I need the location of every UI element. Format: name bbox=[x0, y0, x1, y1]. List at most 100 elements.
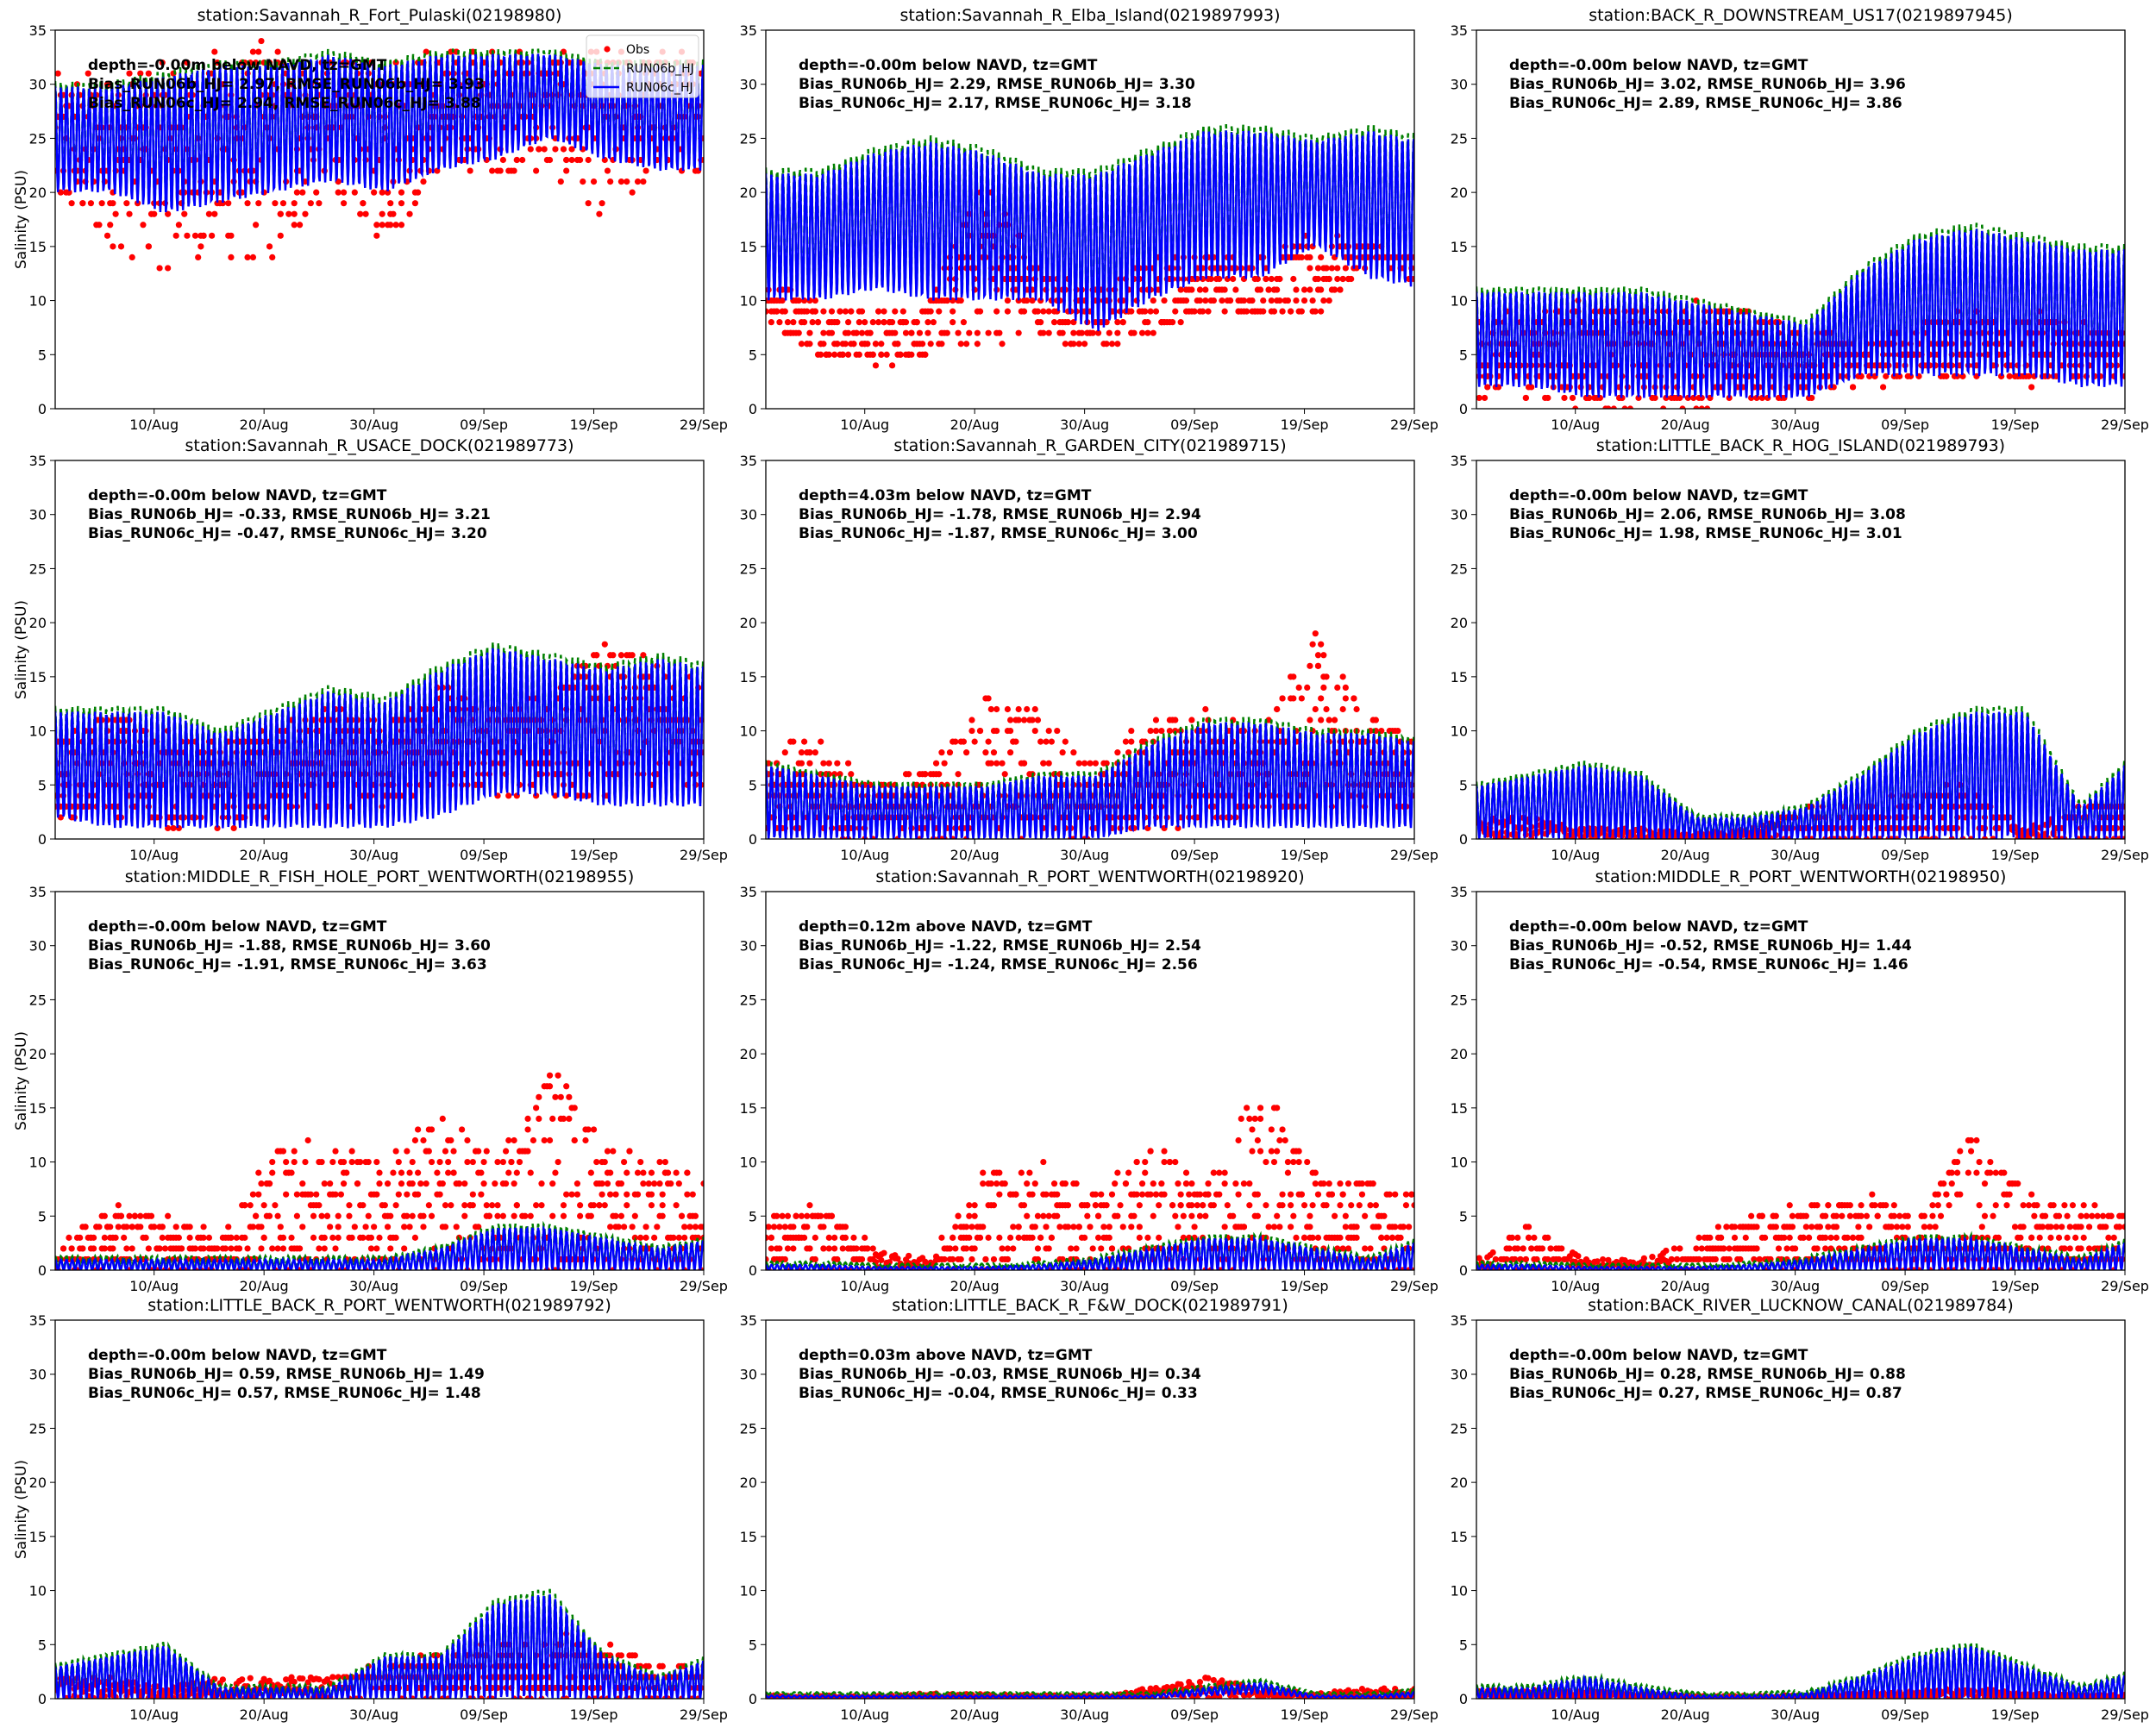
obs-point bbox=[1016, 717, 1022, 723]
panel-depth-text: depth=-0.00m below NAVD, tz=GMT bbox=[799, 57, 1098, 74]
obs-point bbox=[568, 157, 574, 163]
obs-point bbox=[2128, 330, 2134, 336]
obs-point bbox=[1211, 297, 1217, 304]
obs-point bbox=[1049, 739, 1055, 745]
obs-point bbox=[341, 200, 347, 206]
obs-point bbox=[475, 1148, 481, 1154]
obs-point bbox=[390, 211, 396, 217]
panel-depth-text: depth=4.03m below NAVD, tz=GMT bbox=[799, 487, 1092, 504]
obs-point bbox=[1142, 309, 1148, 315]
obs-point bbox=[1046, 728, 1052, 734]
obs-point bbox=[1326, 276, 1332, 282]
obs-point bbox=[1340, 673, 1346, 679]
obs-point bbox=[176, 1235, 182, 1241]
obs-point bbox=[1570, 395, 1576, 401]
obs-point bbox=[1850, 384, 1856, 390]
obs-point bbox=[547, 157, 553, 163]
obs-point bbox=[972, 739, 978, 745]
obs-point bbox=[607, 1224, 613, 1230]
obs-point bbox=[234, 1235, 240, 1241]
obs-point bbox=[480, 1180, 486, 1186]
obs-point bbox=[110, 1245, 116, 1251]
x-tick-label: 20/Aug bbox=[240, 416, 289, 433]
obs-point bbox=[1202, 297, 1208, 304]
obs-point bbox=[988, 761, 994, 767]
obs-point bbox=[834, 319, 840, 325]
obs-point bbox=[272, 1202, 278, 1208]
obs-point bbox=[806, 330, 812, 336]
obs-point bbox=[91, 1245, 97, 1251]
obs-point bbox=[524, 1116, 530, 1122]
obs-point bbox=[302, 211, 308, 217]
obs-point bbox=[442, 1202, 448, 1208]
obs-point bbox=[1183, 297, 1189, 304]
obs-point bbox=[335, 1224, 342, 1230]
y-tick-label: 35 bbox=[1451, 453, 1468, 469]
obs-point bbox=[931, 319, 937, 325]
obs-point bbox=[1205, 309, 1211, 315]
obs-point bbox=[162, 1245, 168, 1251]
obs-point bbox=[2125, 352, 2131, 358]
obs-point bbox=[1353, 706, 1359, 712]
obs-point bbox=[91, 1235, 97, 1241]
obs-point bbox=[368, 1235, 374, 1241]
obs-point bbox=[799, 341, 805, 347]
obs-point bbox=[1079, 330, 1085, 336]
obs-point bbox=[275, 48, 281, 54]
y-tick-label: 15 bbox=[1451, 669, 1468, 686]
obs-point bbox=[324, 1213, 330, 1219]
obs-point bbox=[346, 1213, 352, 1219]
obs-point bbox=[316, 200, 322, 206]
obs-point bbox=[602, 1202, 608, 1208]
obs-point bbox=[704, 761, 710, 767]
y-tick-label: 0 bbox=[38, 831, 47, 848]
obs-point bbox=[415, 1192, 421, 1198]
obs-point bbox=[924, 330, 931, 336]
obs-point bbox=[1167, 728, 1173, 734]
obs-point bbox=[1288, 309, 1294, 315]
obs-point bbox=[478, 1192, 484, 1198]
obs-point bbox=[561, 1213, 567, 1219]
obs-point bbox=[605, 167, 611, 173]
obs-point bbox=[549, 1116, 555, 1122]
obs-point bbox=[291, 211, 298, 217]
obs-point bbox=[914, 319, 920, 325]
obs-point bbox=[1005, 706, 1011, 712]
obs-point bbox=[898, 352, 904, 358]
panel-stat-b-text: Bias_RUN06b_HJ= -0.33, RMSE_RUN06b_HJ= 3… bbox=[88, 506, 491, 523]
obs-point bbox=[454, 1224, 460, 1230]
obs-point bbox=[549, 1213, 555, 1219]
obs-point bbox=[829, 330, 835, 336]
obs-point bbox=[305, 1137, 311, 1143]
obs-point bbox=[118, 1213, 124, 1219]
obs-point bbox=[294, 1213, 300, 1219]
obs-point bbox=[843, 341, 849, 347]
obs-point bbox=[69, 200, 75, 206]
obs-point bbox=[1269, 297, 1275, 304]
obs-point bbox=[1051, 319, 1057, 325]
obs-point bbox=[1070, 341, 1076, 347]
run06c-line bbox=[1476, 229, 2131, 398]
obs-point bbox=[456, 1180, 462, 1186]
obs-point bbox=[892, 330, 898, 336]
obs-point bbox=[649, 1192, 655, 1198]
panel-title: station:Savannah_R_GARDEN_CITY(021989715… bbox=[893, 436, 1286, 455]
obs-point bbox=[450, 1148, 456, 1154]
obs-point bbox=[1528, 384, 1534, 390]
obs-point bbox=[1035, 309, 1041, 315]
obs-point bbox=[1307, 286, 1313, 292]
obs-point bbox=[1153, 728, 1159, 734]
obs-point bbox=[387, 1213, 393, 1219]
y-tick-label: 20 bbox=[1451, 185, 1468, 201]
obs-point bbox=[577, 1202, 583, 1208]
obs-point bbox=[261, 1235, 267, 1241]
obs-point bbox=[1652, 395, 1658, 401]
obs-point bbox=[148, 1213, 154, 1219]
obs-point bbox=[1307, 717, 1313, 723]
obs-point bbox=[2007, 373, 2013, 379]
obs-point bbox=[508, 1159, 514, 1165]
obs-point bbox=[272, 200, 278, 206]
obs-point bbox=[1313, 706, 1319, 712]
